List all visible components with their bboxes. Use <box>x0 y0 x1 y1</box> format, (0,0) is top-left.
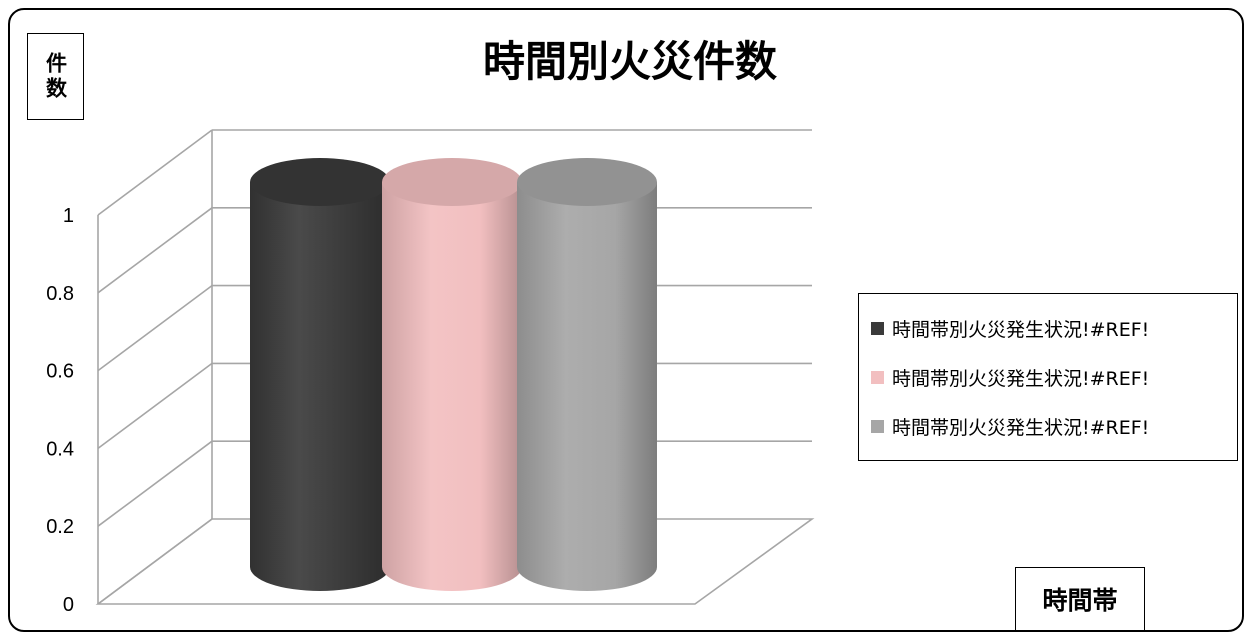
legend-label: 時間帯別火災発生状況!#REF! <box>892 417 1150 439</box>
y-tick-label: 0.4 <box>46 438 74 460</box>
y-axis-title-box: 件数 <box>27 33 84 120</box>
gridline-side <box>97 440 213 527</box>
bar-cylinder-1 <box>250 182 390 591</box>
bar-cylinder-top-2 <box>382 158 522 206</box>
legend-item: 時間帯別火災発生状況!#REF! <box>871 402 1237 451</box>
y-tick-label: 0.8 <box>46 283 74 305</box>
gridline-side <box>97 362 213 450</box>
bar-cylinder-3 <box>517 182 657 591</box>
legend: 時間帯別火災発生状況!#REF! 時間帯別火災発生状況!#REF! 時間帯別火災… <box>858 293 1238 461</box>
legend-swatch <box>871 371 884 384</box>
y-tick-label: 0.2 <box>46 516 74 538</box>
x-axis-title-box: 時間帯 <box>1015 567 1145 631</box>
gridline-side <box>97 207 213 294</box>
legend-item: 時間帯別火災発生状況!#REF! <box>871 304 1237 353</box>
y-axis-title: 件数 <box>43 51 68 102</box>
x-axis-title: 時間帯 <box>1042 586 1118 615</box>
y-tick-label: 0 <box>63 594 74 616</box>
y-tick-label: 1 <box>63 205 74 227</box>
bar-cylinder-2 <box>382 182 522 591</box>
bar-cylinder-top-1 <box>250 158 390 206</box>
legend-swatch <box>871 322 884 335</box>
legend-label: 時間帯別火災発生状況!#REF! <box>892 368 1150 390</box>
floor <box>95 518 815 605</box>
bar-cylinder-top-3 <box>517 158 657 206</box>
gridline-side <box>97 129 213 216</box>
legend-swatch <box>871 420 884 433</box>
gridline-side <box>97 284 213 372</box>
legend-item: 時間帯別火災発生状況!#REF! <box>871 353 1237 402</box>
y-tick-label: 0.6 <box>46 361 74 383</box>
legend-label: 時間帯別火災発生状況!#REF! <box>892 319 1150 341</box>
chart-title: 時間別火災件数 <box>482 37 777 86</box>
